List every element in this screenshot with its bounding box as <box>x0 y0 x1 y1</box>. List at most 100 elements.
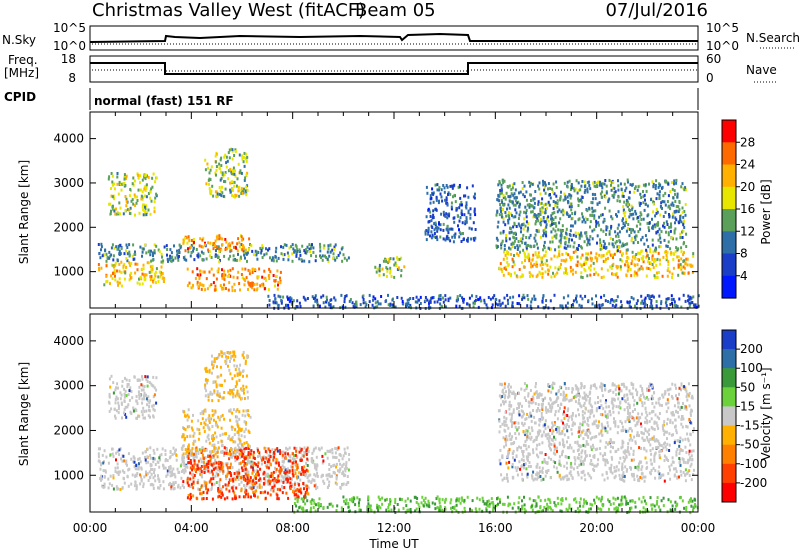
data-cell <box>240 476 243 480</box>
data-cell <box>533 213 536 216</box>
y-tick-label: 4000 <box>53 132 84 146</box>
data-cell <box>536 246 539 250</box>
data-cell <box>258 267 261 271</box>
data-cell <box>175 448 177 452</box>
data-cell <box>494 297 497 301</box>
data-cell <box>285 243 288 247</box>
data-cell <box>217 355 220 359</box>
data-cell <box>236 249 239 253</box>
data-cell <box>291 472 294 476</box>
data-cell <box>204 409 207 413</box>
data-cell <box>250 460 253 464</box>
data-cell <box>289 299 292 303</box>
data-cell <box>182 452 185 456</box>
data-cell <box>162 480 165 484</box>
data-cell <box>581 212 583 216</box>
data-cell <box>116 269 118 273</box>
data-cell <box>176 467 179 471</box>
data-cell <box>593 422 596 426</box>
data-cell <box>387 293 389 297</box>
data-cell <box>177 258 180 262</box>
data-cell <box>683 210 686 213</box>
data-cell <box>255 481 258 485</box>
data-cell <box>625 274 628 278</box>
data-cell <box>244 421 247 425</box>
data-cell <box>213 360 216 364</box>
data-cell <box>577 218 580 222</box>
data-cell <box>378 266 381 270</box>
data-cell <box>232 350 235 354</box>
data-cell <box>236 450 239 454</box>
data-cell <box>554 229 557 233</box>
data-cell <box>612 180 615 184</box>
data-cell <box>339 462 341 466</box>
data-cell <box>544 202 547 206</box>
data-cell <box>152 172 155 176</box>
data-cell <box>292 452 294 456</box>
data-cell <box>534 190 537 193</box>
data-cell <box>658 472 661 476</box>
data-cell <box>97 452 100 456</box>
data-cell <box>215 383 218 387</box>
data-cell <box>122 454 125 458</box>
data-cell <box>155 244 158 248</box>
data-cell <box>293 486 296 490</box>
data-cell <box>192 455 195 459</box>
data-cell <box>207 488 210 492</box>
data-cell <box>631 208 633 212</box>
data-cell <box>113 269 116 272</box>
data-cell <box>183 427 185 431</box>
data-cell <box>266 460 269 464</box>
data-cell <box>224 432 227 436</box>
data-cell <box>500 183 503 187</box>
data-cell <box>634 263 637 267</box>
data-cell <box>295 464 298 468</box>
data-cell <box>569 188 572 191</box>
data-cell <box>310 254 313 258</box>
data-cell <box>274 255 277 259</box>
data-cell <box>171 472 174 476</box>
data-cell <box>279 295 282 299</box>
data-cell <box>596 257 599 261</box>
data-cell <box>600 255 603 259</box>
data-cell <box>451 227 454 231</box>
data-cell <box>430 219 433 223</box>
data-cell <box>199 269 202 273</box>
data-cell <box>503 296 506 300</box>
data-cell <box>549 299 552 303</box>
data-cell <box>610 215 613 219</box>
data-cell <box>213 482 216 486</box>
data-cell <box>393 263 396 267</box>
data-cell <box>270 258 273 262</box>
data-cell <box>199 457 202 461</box>
data-cell <box>429 298 432 302</box>
data-cell <box>617 246 620 249</box>
data-cell <box>100 266 103 270</box>
data-cell <box>687 382 690 386</box>
data-cell <box>446 203 449 207</box>
data-cell <box>513 192 516 196</box>
data-cell <box>225 463 228 467</box>
data-cell <box>294 472 297 475</box>
data-cell <box>300 456 302 460</box>
data-cell <box>188 239 191 243</box>
data-cell <box>634 257 637 261</box>
data-cell <box>585 261 588 265</box>
data-cell <box>636 263 639 267</box>
data-cell <box>612 256 614 259</box>
data-cell <box>346 475 349 478</box>
data-cell <box>288 246 291 250</box>
data-cell <box>209 390 212 394</box>
data-cell <box>668 215 671 219</box>
data-cell <box>618 199 621 203</box>
data-cell <box>209 457 212 461</box>
data-cell <box>308 247 311 251</box>
data-cell <box>628 203 631 207</box>
data-cell <box>671 201 674 205</box>
nsearch-tick-bottom: 10^0 <box>706 39 739 53</box>
nsky-tick-top: 10^5 <box>53 21 86 35</box>
data-cell <box>656 230 659 234</box>
data-cell <box>123 173 126 177</box>
data-cell <box>601 182 604 186</box>
data-cell <box>409 303 412 307</box>
